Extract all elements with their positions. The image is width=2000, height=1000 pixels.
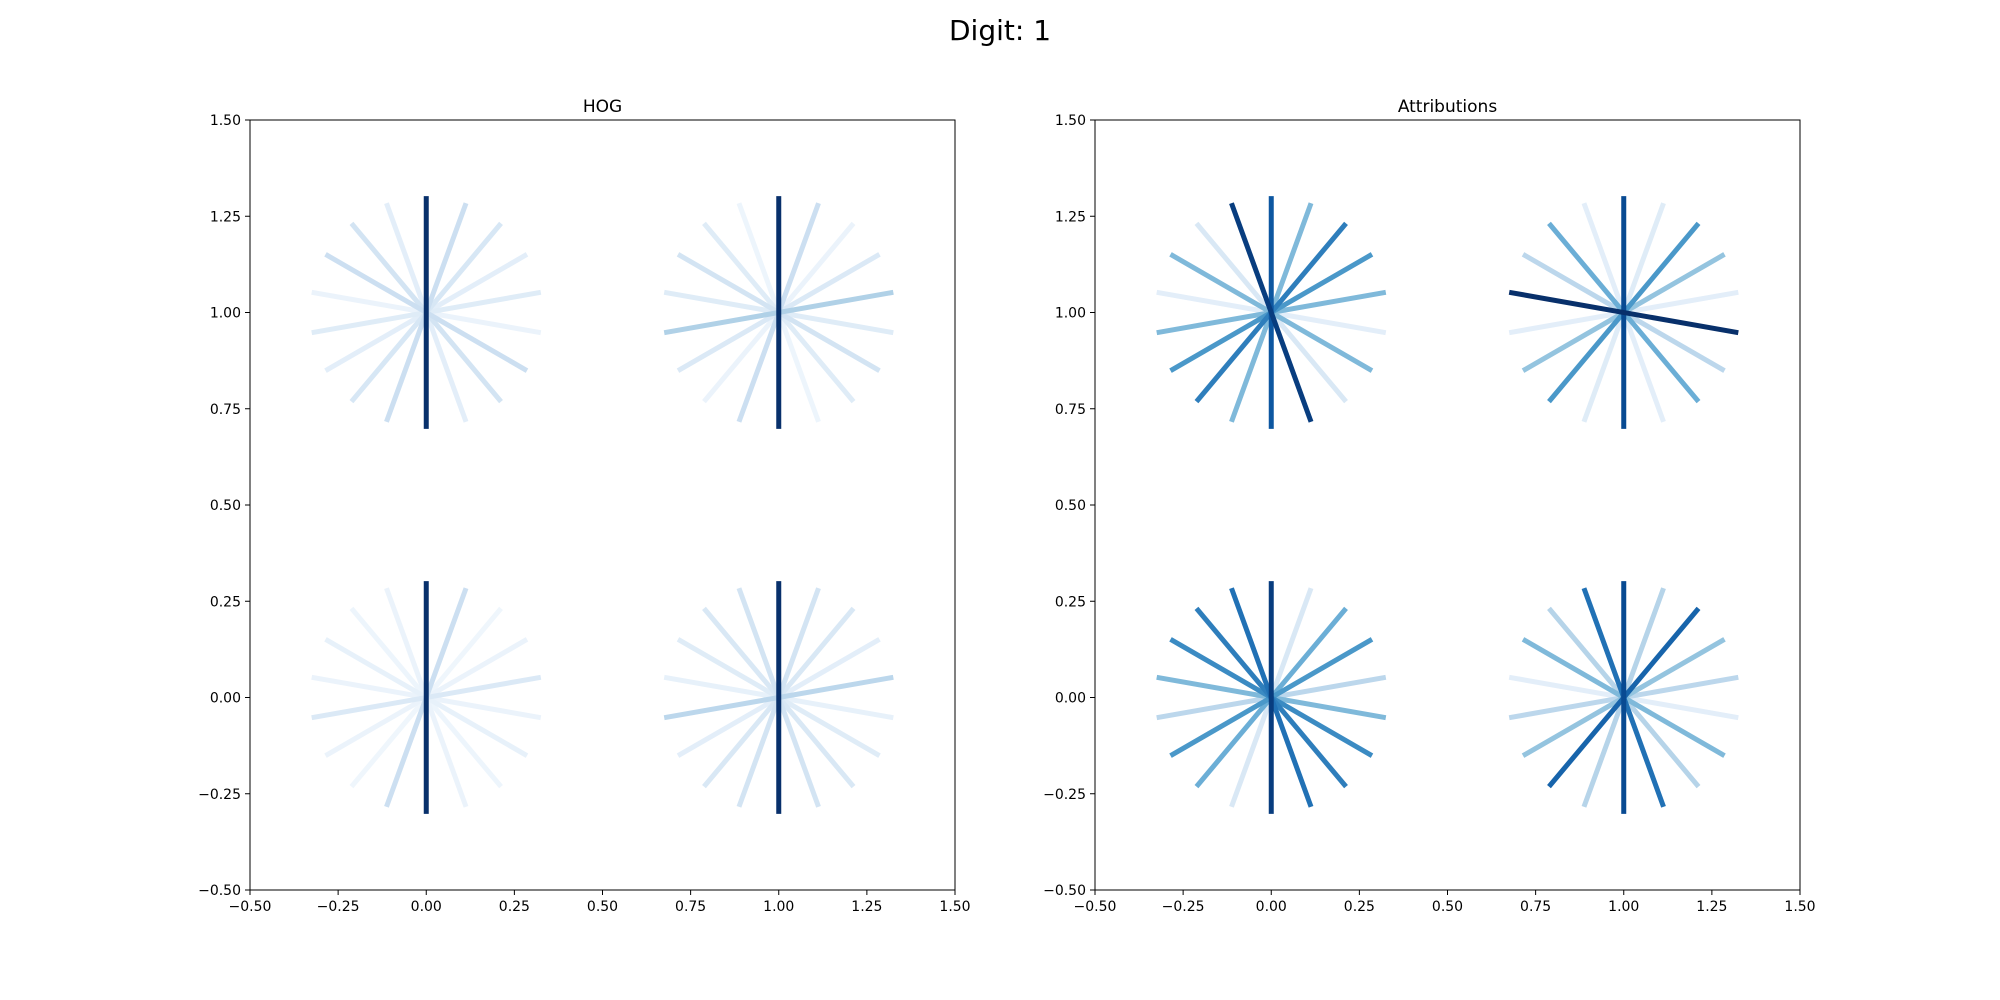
x-tick-label: 0.50: [587, 899, 618, 915]
y-tick-label: 0.75: [210, 402, 241, 418]
orientation-bar: [1229, 202, 1314, 423]
hog-cell: [311, 581, 542, 814]
x-tick-label: 1.50: [939, 899, 970, 915]
y-tick-label: 1.25: [1055, 209, 1086, 225]
axes-hog: HOG −0.50 −0.25 0.00 0.25 0.50 0.75 1.00 1.25 1.5…: [198, 97, 970, 915]
y-tick-label: 0.25: [1055, 594, 1086, 610]
y-tick-label: −0.50: [1043, 883, 1086, 899]
x-tick-label: −0.50: [1074, 899, 1117, 915]
x-tick-label: 1.25: [1696, 899, 1727, 915]
y-tick-label: −0.50: [198, 883, 241, 899]
y-tick-label: 0.25: [210, 594, 241, 610]
y-tick-label: 0.00: [1055, 691, 1086, 707]
axes-frame-attributions: [1094, 119, 1801, 891]
x-tick-label: 1.00: [1608, 899, 1639, 915]
y-tick-label: −0.25: [198, 787, 241, 803]
axes-title-hog: HOG: [583, 97, 622, 117]
x-tick-label: −0.50: [229, 899, 272, 915]
x-tick-label: 0.00: [411, 899, 442, 915]
x-tick-label: 1.50: [1784, 899, 1815, 915]
y-tick-label: 0.00: [210, 691, 241, 707]
x-tick-label: −0.25: [1162, 899, 1205, 915]
x-tick-label: 1.25: [851, 899, 882, 915]
hog-cell: [663, 196, 894, 429]
axes-frame-hog: [249, 119, 956, 891]
figure-title: Digit: 1: [948, 14, 1052, 47]
orientation-bar: [1508, 289, 1739, 336]
x-tick-label: 0.50: [1432, 899, 1463, 915]
y-tick-label: 1.25: [210, 209, 241, 225]
axes-attributions: Attributions −0.50 −0.25 0.00 0.25 0.50 0.75 1.…: [1043, 97, 1815, 915]
y-tick-label: 1.00: [1055, 306, 1086, 322]
hog-cell: [663, 581, 894, 814]
hog-cell: [1508, 581, 1739, 814]
x-tick-label: 0.75: [675, 899, 706, 915]
hog-cell: [1156, 581, 1387, 814]
y-tick-label: 1.50: [1055, 113, 1086, 129]
hog-cell: [311, 196, 542, 429]
y-tick-label: −0.25: [1043, 787, 1086, 803]
y-tick-label: 1.50: [210, 113, 241, 129]
y-tick-label: 0.50: [210, 498, 241, 514]
y-tick-label: 0.75: [1055, 402, 1086, 418]
y-tick-label: 0.50: [1055, 498, 1086, 514]
axes-title-attributions: Attributions: [1398, 97, 1498, 117]
x-tick-label: −0.25: [317, 899, 360, 915]
x-tick-label: 0.25: [1344, 899, 1375, 915]
x-tick-label: 0.25: [499, 899, 530, 915]
hog-cell: [1156, 196, 1387, 429]
x-tick-label: 0.75: [1520, 899, 1551, 915]
x-tick-label: 1.00: [763, 899, 794, 915]
x-tick-label: 0.00: [1256, 899, 1287, 915]
hog-cell: [1508, 196, 1739, 429]
y-tick-label: 1.00: [210, 306, 241, 322]
hog-glyphs-attributions: [1156, 196, 1739, 814]
hog-glyphs-hog: [311, 196, 894, 814]
